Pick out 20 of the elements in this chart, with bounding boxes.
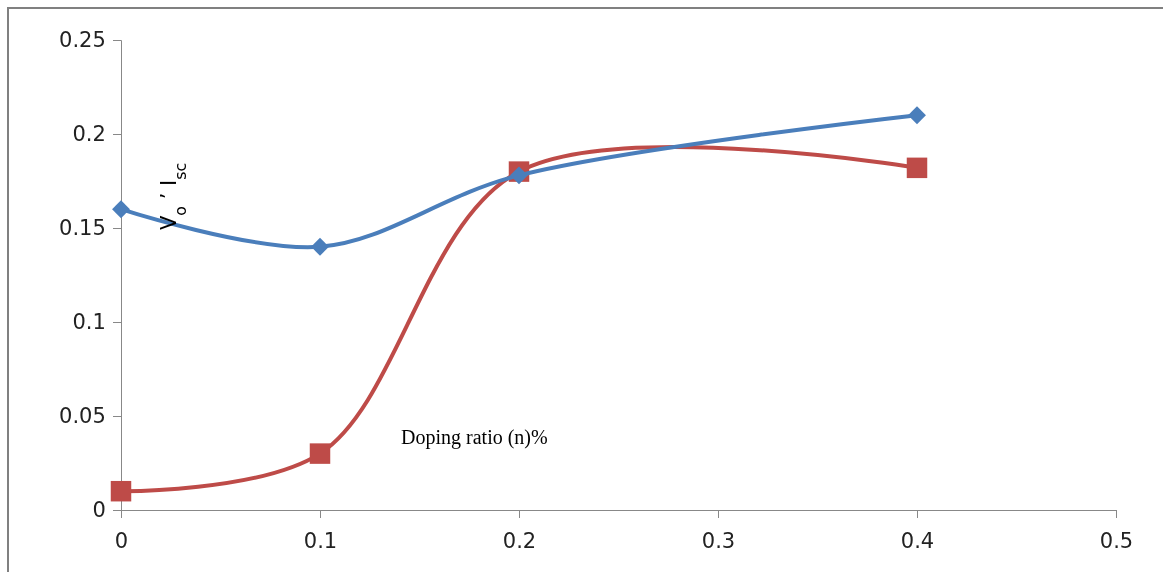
y-tick-label: 0.1 [72,310,106,335]
point [906,157,928,179]
point [908,106,926,125]
y-tick-label: 0.25 [59,28,106,53]
point [311,237,329,256]
y-tick-label: 0.15 [59,216,106,241]
point [110,480,132,502]
point [309,443,331,464]
x-tick-label: 0.5 [1099,529,1134,554]
x-tick-label: 0 [114,529,129,554]
x-tick-label: 0.4 [900,529,935,554]
y-tick-label: 0.2 [72,122,106,147]
x-tick-label: 0.1 [303,529,338,554]
x-tick-label: 0.3 [701,529,736,554]
x-tick-label: 0.2 [502,529,537,554]
point [112,200,130,219]
x-axis-title: Doping ratio (n)% [401,426,548,450]
point [510,166,528,185]
y-tick-label: 0 [92,498,106,523]
y-tick-label: 0.05 [59,404,106,429]
